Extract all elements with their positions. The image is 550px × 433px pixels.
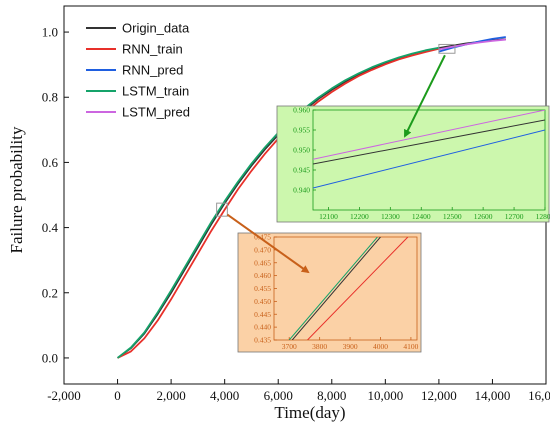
series-layer [117,36,506,359]
series-line-lstm-pred [438,38,506,51]
legend-label-rnn-pred: RNN_pred [122,63,183,78]
inset-y-tick-label: 0.940 [293,186,310,195]
inset-y-tick-label: 0.465 [254,258,271,267]
inset-plot-border [312,109,546,211]
inset-x-tick-label: 3800 [312,342,327,351]
inset-series-line-origin-data [313,119,545,165]
inset-y-tick-label: 0.450 [254,297,271,306]
inset-y-tick-label: 0.945 [293,166,310,175]
inset-x-tick-label: 12400 [412,212,431,221]
inset-y-tick-label: 0.445 [254,310,271,319]
inset-series-line-lstm-train [288,237,378,340]
inset-series-line-rnn-pred [313,129,545,189]
legend-label-lstm-pred: LSTM_pred [122,105,190,120]
inset-x-tick-label: 12300 [381,212,400,221]
inset-lines [313,110,545,189]
inset-series-line-rnn-train [307,237,409,340]
inset-x-tick-label: 4100 [403,342,418,351]
x-tick-label: 4,000 [210,388,239,403]
zoom-arrow-orange [226,213,310,274]
zoom-source-box [216,202,228,217]
y-tick-label: 0.0 [42,350,58,365]
x-tick-label: 16,000 [528,388,550,403]
inset-y-tick-label: 0.435 [254,336,271,345]
legend-label-rnn-train: RNN_train [122,42,183,57]
y-tick-label: 0.8 [42,90,58,105]
inset-x-tick-label: 12500 [443,212,462,221]
x-tick-label: -2,000 [47,388,81,403]
y-tick-label: 0.6 [42,155,59,170]
zoom-source-box [438,43,456,54]
inset-y-tick-label: 0.955 [293,126,310,135]
inset-x-tick-label: 12600 [474,212,493,221]
inset-y-tick-label: 0.960 [293,106,310,115]
inset-x-tick-label: 12100 [319,212,338,221]
x-tick-label: 6,000 [264,388,293,403]
inset-x-tick-label: 12200 [350,212,369,221]
inset-series-line-origin-data [291,237,381,340]
legend-label-origin-data: Origin_data [122,21,190,36]
x-tick-label: 8,000 [317,388,346,403]
inset-x-tick-label: 12700 [505,212,524,221]
inset-background [276,105,550,223]
inset-center: 3700 3800 3900 4000 4100 0.435 0.440 0.445 0.450… [216,202,422,353]
inset-y-tick-label: 0.470 [254,245,271,254]
inset-series-line-lstm-pred [313,110,545,160]
series-line-origin-data [117,38,506,359]
inset-x-tick-label: 4000 [373,342,388,351]
inset-y-tick-label: 0.440 [254,323,271,332]
x-tick-label: 2,000 [156,388,185,403]
x-tick-label: 14,000 [475,388,511,403]
plot-frame-layer: -2,000 0 2,000 4,000 6,000 8,000 10,000 12,000 1… [42,5,550,403]
legend-label-lstm-train: LSTM_train [122,84,189,99]
legend: Origin_data RNN_train RNN_pred LSTM_train LS… [86,21,190,120]
y-tick-label: 1.0 [42,25,58,40]
inset-x-tick-label: 3900 [343,342,358,351]
inset-lines [288,237,409,340]
zoom-arrow-green [404,54,446,138]
y-tick-label: 0.2 [42,285,58,300]
y-tick-label: 0.4 [42,220,59,235]
inset-y-tick-label: 0.950 [293,146,310,155]
inset-x-tick-label: 3700 [282,342,297,351]
inset-y-tick-label: 0.455 [254,284,271,293]
x-tick-label: 10,000 [367,388,403,403]
inset-top-right: 12100 12200 12300 12400 12500 12600 12700 1280 0… [276,43,550,223]
x-tick-label: 0 [114,388,121,403]
y-axis-title: Failure probability [7,126,26,254]
x-axis-title: Time(day) [274,403,345,422]
inset-y-tick-label: 0.475 [254,233,271,242]
inset-y-tick-label: 0.460 [254,271,271,280]
x-tick-label: 12,000 [421,388,457,403]
